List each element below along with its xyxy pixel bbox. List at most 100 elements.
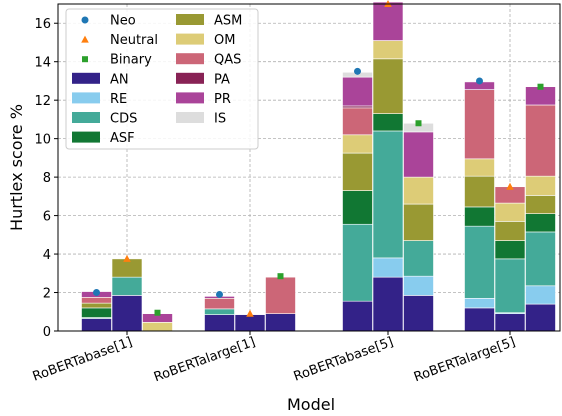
bar-segment-asm <box>342 152 373 191</box>
bar-segment-cds <box>342 223 373 302</box>
neutral-marker <box>246 309 254 317</box>
legend-swatch-pr <box>176 92 204 104</box>
bar-segment-an <box>525 303 556 332</box>
bar-segment-an <box>265 313 296 332</box>
bar-segment-om <box>372 40 404 60</box>
legend-label: QAS <box>214 53 241 68</box>
legend-swatch-cds <box>72 112 100 123</box>
legend-label: AN <box>110 72 129 87</box>
legend-swatch-om <box>176 33 204 45</box>
bar-segment-an <box>81 318 112 332</box>
neo-marker <box>216 290 223 298</box>
bar-segment-cds <box>464 225 495 299</box>
legend-swatch-qas <box>176 53 204 65</box>
legend-label: ASF <box>110 131 135 146</box>
y-tick-label: 10 <box>34 133 51 148</box>
bar-segment-om <box>142 322 173 332</box>
bar-segment-an <box>403 295 434 332</box>
bar-segment-re <box>464 297 495 309</box>
y-tick-label: 0 <box>43 325 51 340</box>
bar-segment-asf <box>494 240 526 260</box>
legend-swatch-pa <box>176 72 204 84</box>
bar-segment-qas <box>204 297 235 310</box>
bars <box>81 1 556 332</box>
bar-segment-cds <box>372 130 404 259</box>
legend-label: OM <box>214 33 235 48</box>
bar-segment-asm <box>372 58 404 114</box>
neo-marker <box>476 77 483 85</box>
bar-segment-qas <box>342 107 373 136</box>
bar-segment-om <box>494 202 526 222</box>
y-ticks: 0 2 4 6 8 10 12 14 16 <box>34 17 58 340</box>
legend-swatch-asf <box>72 131 100 143</box>
legend-label: Neutral <box>110 33 158 48</box>
binary-marker <box>277 273 284 280</box>
legend-marker-binary <box>82 56 88 63</box>
y-tick-label: 6 <box>43 210 51 225</box>
bar-segment-asm <box>403 203 434 241</box>
bar-segment-an <box>494 313 526 332</box>
x-ticks: RoBERTabase[1] RoBERTalarge[1] RoBERTabase… <box>31 331 517 386</box>
bar-segment-asf <box>342 190 373 225</box>
legend-label: PR <box>214 92 231 107</box>
y-tick-label: 16 <box>34 17 51 32</box>
bar-segment-re <box>525 285 556 305</box>
plot-frame <box>57 3 561 332</box>
bar-segment-cds <box>111 276 143 296</box>
neo-marker <box>93 289 100 297</box>
bar-segment-pr <box>372 1 404 41</box>
legend-swatch-an <box>72 72 100 84</box>
legend-swatch-re <box>72 92 100 104</box>
bar-segment-asm <box>525 195 556 214</box>
bar-segment-cds <box>204 308 235 315</box>
binary-marker <box>415 120 422 127</box>
binary-marker <box>537 83 544 90</box>
legend-swatch-is <box>176 112 204 123</box>
neutral-marker <box>123 254 131 262</box>
y-tick-label: 12 <box>34 94 51 109</box>
y-axis-label: Hurtlex score % <box>7 104 26 231</box>
legend-marker-neutral <box>81 35 89 43</box>
x-tick-label: RoBERTabase[5] <box>292 335 396 385</box>
bar-segment-asf <box>81 307 112 318</box>
bar-segment-qas <box>265 276 296 314</box>
legend-marker-neo <box>81 16 89 24</box>
bar-segment-an <box>372 276 404 332</box>
bar-segment-qas <box>81 297 112 304</box>
y-tick-label: 2 <box>43 287 51 302</box>
bar-segment-qas <box>525 104 556 177</box>
bar-segment-cds <box>494 258 526 314</box>
legend-label: PA <box>214 72 230 87</box>
bar-segment-om <box>464 158 495 177</box>
bar-segment-asm <box>494 221 526 241</box>
bar-segment-asm <box>81 302 112 309</box>
bar-segment-asf <box>372 113 404 132</box>
x-tick-label: RoBERTalarge[5] <box>412 335 517 386</box>
bar-segment-an <box>204 314 235 332</box>
y-tick-label: 8 <box>43 171 51 186</box>
bar-segment-an <box>342 300 373 332</box>
y-tick-label: 4 <box>43 248 51 263</box>
markers <box>93 0 544 317</box>
bar-segment-re <box>372 257 404 278</box>
x-tick-label: RoBERTalarge[1] <box>152 335 257 386</box>
legend-label: RE <box>110 92 127 107</box>
neutral-marker <box>506 182 514 190</box>
bar-segment-an <box>234 314 266 332</box>
legend-label: CDS <box>110 112 137 127</box>
legend-box <box>65 8 259 150</box>
binary-marker <box>154 309 161 316</box>
bar-segment-cds <box>403 240 434 277</box>
bar-segment-asm <box>464 175 495 208</box>
x-tick-label: RoBERTabase[1] <box>31 335 135 385</box>
legend-label: Neo <box>110 14 136 29</box>
bar-segment-asf <box>525 213 556 233</box>
bar-segment-pr <box>342 76 373 107</box>
bar-segment-pr <box>403 131 434 178</box>
bar-segment-qas <box>464 89 495 160</box>
bar-segment-asf <box>464 206 495 227</box>
bar-segment-an <box>464 307 495 332</box>
legend-label: Binary <box>110 53 152 68</box>
legend-label: IS <box>214 112 226 127</box>
legend: Neo Neutral Binary AN RE CDS ASF ASM OM QAS PA PR IS <box>65 8 259 150</box>
